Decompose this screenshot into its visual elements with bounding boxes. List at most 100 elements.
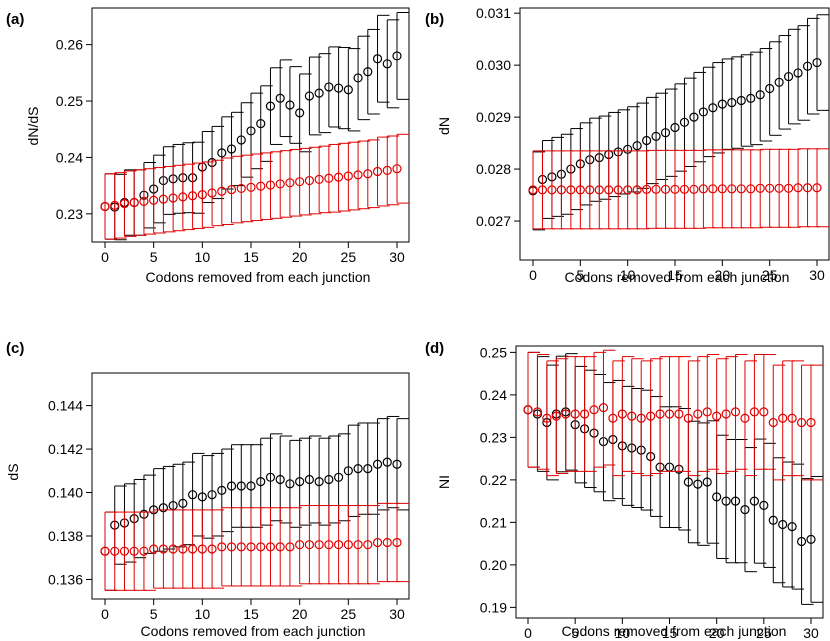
panel-b-point bbox=[708, 184, 718, 194]
panel-c-ytick-label: 0.140 bbox=[48, 485, 83, 501]
panel-d-point bbox=[806, 417, 816, 428]
panel-b-point bbox=[717, 184, 727, 194]
panel-b-point bbox=[746, 93, 756, 104]
panel-a-point bbox=[188, 191, 198, 201]
panel-b-xtick-label: 0 bbox=[529, 267, 537, 283]
panel-a-point bbox=[314, 88, 324, 98]
panel-c-xtick-label: 25 bbox=[341, 606, 357, 622]
panel-a-point bbox=[304, 175, 314, 186]
panel-a-point bbox=[256, 118, 266, 129]
panel-c-point bbox=[324, 540, 334, 550]
panel-d-point bbox=[646, 411, 656, 421]
panel-a-point bbox=[314, 174, 324, 185]
panel-d-point bbox=[702, 407, 712, 417]
panel-b-point bbox=[755, 183, 765, 193]
panel-b-point bbox=[802, 183, 813, 193]
panel-a-point bbox=[382, 165, 392, 175]
panel-b-point bbox=[755, 90, 765, 100]
panel-b-point bbox=[641, 184, 652, 194]
panel-b-label: (b) bbox=[425, 11, 444, 28]
panel-a-point bbox=[168, 193, 178, 203]
panel-b-point bbox=[689, 112, 699, 122]
panel-a-xtick-label: 10 bbox=[195, 249, 211, 265]
panel-b-point bbox=[793, 68, 803, 78]
panel-b: (b) dN Codons removed from each junction… bbox=[425, 5, 830, 285]
panel-a-point bbox=[158, 194, 168, 204]
panel-c-point bbox=[275, 474, 285, 485]
panel-d-point bbox=[683, 413, 693, 423]
panel-d-point bbox=[636, 413, 646, 423]
panel-d-xtick-label: 30 bbox=[803, 625, 819, 641]
panel-d-ytick-label: 0.25 bbox=[480, 344, 507, 360]
panel-c-point bbox=[343, 466, 353, 476]
panel-c-point bbox=[295, 540, 305, 550]
panel-c-point bbox=[188, 490, 198, 500]
panel-a-point bbox=[139, 196, 149, 207]
panel-c-point bbox=[100, 546, 110, 556]
panel-b-xtick-label: 5 bbox=[576, 267, 584, 283]
panel-a-point bbox=[324, 173, 334, 183]
panel-c-point bbox=[256, 542, 266, 552]
panel-c-point bbox=[226, 481, 237, 491]
panel-a-point bbox=[265, 101, 276, 111]
panel-d-point bbox=[721, 496, 731, 506]
panel-a-point bbox=[343, 85, 353, 95]
panel-a-point bbox=[353, 170, 363, 180]
panel-d-ytick-label: 0.19 bbox=[480, 599, 507, 615]
panel-a-ytick-label: 0.23 bbox=[56, 206, 83, 222]
panel-c-ytick-label: 0.144 bbox=[48, 398, 83, 414]
panel-a-point bbox=[149, 195, 159, 205]
panel-a-xtick-label: 15 bbox=[243, 249, 259, 265]
panel-a-point bbox=[110, 200, 120, 210]
panel-d-point bbox=[749, 496, 760, 506]
panel-d-xtick-label: 25 bbox=[756, 625, 772, 641]
panel-b-point bbox=[698, 184, 709, 194]
panel-d-xtick-label: 0 bbox=[524, 625, 532, 641]
panel-d-point bbox=[655, 409, 665, 419]
panel-b-point bbox=[528, 185, 538, 195]
panel-d-point bbox=[608, 413, 618, 423]
panel-a-point bbox=[129, 197, 139, 208]
panel-d-point bbox=[740, 413, 750, 423]
panel-a-point bbox=[372, 54, 383, 64]
panel-b-point bbox=[623, 185, 633, 195]
panel-a-point bbox=[217, 148, 227, 158]
panel-b-point bbox=[660, 184, 671, 194]
panel-b-series-2 bbox=[528, 148, 829, 230]
panel-c-point bbox=[246, 542, 256, 552]
panel-b-point bbox=[736, 184, 746, 194]
panel-c-point bbox=[353, 540, 363, 550]
panel-a-series-1 bbox=[100, 12, 409, 241]
panel-d-point bbox=[730, 407, 741, 417]
panel-a-point bbox=[275, 179, 285, 189]
panel-b-point bbox=[783, 183, 794, 193]
panel-d-point bbox=[589, 405, 599, 415]
panel-d-point bbox=[532, 407, 543, 417]
panel-c-point bbox=[236, 481, 246, 491]
panel-c-point bbox=[197, 492, 207, 502]
panel-d-point bbox=[693, 479, 703, 489]
panel-b-point bbox=[651, 184, 661, 194]
panel-c-point bbox=[372, 537, 383, 548]
panel-b-point bbox=[575, 185, 585, 195]
panel-d-point bbox=[787, 522, 797, 532]
panel-b-point bbox=[537, 185, 548, 195]
panel-d-point bbox=[664, 409, 675, 419]
panel-b-point bbox=[594, 185, 604, 195]
panel-a-series-2 bbox=[100, 133, 409, 240]
panel-b-point bbox=[556, 185, 567, 195]
panel-d-point bbox=[759, 500, 769, 510]
panel-b-point bbox=[613, 185, 623, 195]
panel-a-point bbox=[246, 182, 256, 192]
panel-c-plot: 0 5 10 15 20 25 30 0.136 0.138 0.140 0.142 0.144 bbox=[48, 398, 409, 622]
panel-d-point bbox=[787, 413, 797, 423]
panel-c-point bbox=[285, 479, 295, 489]
panel-a-point bbox=[363, 67, 373, 77]
panel-d-ylabel: NI bbox=[436, 475, 452, 489]
panel-c-point bbox=[285, 542, 295, 552]
panel-a-plot: 0 5 10 15 20 25 30 0.23 0.24 0.25 0.26 bbox=[56, 12, 409, 265]
panel-a-ytick-label: 0.26 bbox=[56, 37, 83, 53]
panel-b-point bbox=[812, 183, 822, 193]
panel-b-point bbox=[632, 141, 642, 151]
panel-d: (d) NI Codons removed from each junction… bbox=[425, 340, 824, 641]
